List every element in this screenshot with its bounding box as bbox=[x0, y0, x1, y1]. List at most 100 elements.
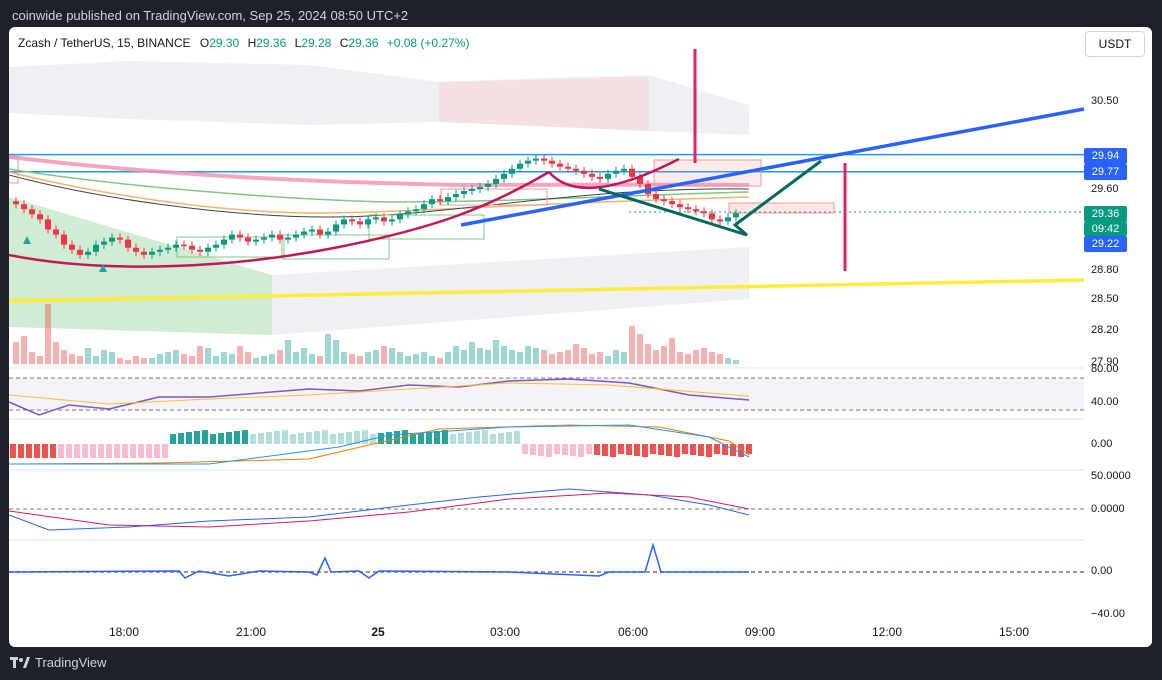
macd-histogram-bar bbox=[634, 444, 640, 456]
volume-bar bbox=[493, 340, 499, 364]
volume-bar bbox=[653, 350, 659, 364]
macd-histogram-bar bbox=[162, 444, 168, 458]
volume-bar bbox=[589, 354, 595, 364]
candle-body bbox=[101, 241, 107, 245]
volume-bar bbox=[637, 334, 643, 364]
macd-histogram-bar bbox=[650, 444, 656, 454]
volume-bar bbox=[421, 352, 427, 364]
candle-body bbox=[157, 249, 163, 252]
macd-histogram-bar bbox=[122, 444, 128, 458]
volume-bar bbox=[173, 350, 179, 364]
candle-body bbox=[205, 247, 211, 252]
macd-histogram-bar bbox=[170, 434, 176, 444]
macd-histogram-bar bbox=[458, 433, 464, 444]
candle-body bbox=[469, 189, 475, 192]
rsi-ma-line bbox=[9, 382, 750, 405]
momentum-axis-label: 0.00 bbox=[1091, 565, 1113, 577]
volume-bar bbox=[245, 352, 251, 364]
macd-histogram-bar bbox=[594, 444, 600, 455]
candle-body bbox=[733, 213, 739, 218]
macd-histogram-bar bbox=[354, 431, 360, 444]
supply-box bbox=[728, 202, 835, 214]
volume-bar bbox=[445, 352, 451, 364]
volume-bar bbox=[677, 352, 683, 364]
volume-bar bbox=[365, 352, 371, 364]
volume-bar bbox=[725, 358, 731, 364]
chart-canvas[interactable] bbox=[9, 27, 1152, 647]
volume-bar bbox=[501, 346, 507, 364]
volume-bar bbox=[485, 350, 491, 364]
volume-bar bbox=[669, 338, 675, 364]
macd-line bbox=[9, 424, 750, 465]
volume-bar bbox=[149, 358, 155, 364]
volume-bar bbox=[549, 354, 555, 364]
volume-bar bbox=[373, 350, 379, 364]
price-label: 30.50 bbox=[1091, 95, 1119, 107]
volume-bar bbox=[293, 352, 299, 364]
macd-histogram-bar bbox=[226, 432, 232, 444]
buy-signal-marker bbox=[23, 236, 31, 244]
macd-histogram-bar bbox=[130, 444, 136, 458]
change-value: +0.08 (+0.27%) bbox=[386, 36, 470, 50]
candle-body bbox=[365, 219, 371, 225]
volume-bar bbox=[613, 350, 619, 364]
macd-histogram-bar bbox=[42, 444, 48, 458]
pattern-lines bbox=[598, 159, 822, 237]
volume-bar bbox=[581, 348, 587, 364]
macd-histogram-bar bbox=[18, 444, 24, 458]
candle-body bbox=[37, 214, 43, 220]
high-label: H bbox=[247, 36, 257, 50]
volume-bar bbox=[77, 356, 83, 364]
candle-body bbox=[573, 168, 579, 171]
currency-button[interactable]: USDT bbox=[1085, 31, 1145, 57]
symbol-title[interactable]: Zcash / TetherUS, 15, BINANCE bbox=[18, 36, 191, 50]
volume-bar bbox=[309, 354, 315, 364]
candle-body bbox=[669, 201, 675, 205]
close-label: C bbox=[339, 36, 349, 50]
candle-body bbox=[261, 237, 267, 240]
macd-histogram-bar bbox=[90, 444, 96, 458]
chart-frame[interactable]: Zcash / TetherUS, 15, BINANCE O29.30 H29… bbox=[9, 27, 1152, 647]
macd-histogram-bar bbox=[586, 444, 592, 454]
momentum-line bbox=[9, 542, 749, 579]
volume-bar bbox=[533, 348, 539, 364]
candle-body bbox=[277, 234, 283, 240]
cup-arc bbox=[9, 170, 550, 268]
macd-histogram-bar bbox=[474, 431, 480, 444]
candle-body bbox=[517, 163, 523, 169]
macd-histogram-bar bbox=[146, 444, 152, 458]
candle-body bbox=[477, 186, 483, 189]
macd-histogram-bar bbox=[178, 433, 184, 444]
macd-histogram-bar bbox=[378, 433, 384, 444]
volume-bar bbox=[701, 348, 707, 364]
time-label: 18:00 bbox=[108, 625, 140, 639]
macd-axis-label: 0.00 bbox=[1091, 438, 1113, 450]
ma-line-dark bbox=[9, 174, 750, 218]
support-line bbox=[9, 278, 1085, 303]
macd-histogram-bar bbox=[50, 444, 56, 458]
volume-bar bbox=[237, 346, 243, 364]
macd-histogram-bar bbox=[290, 434, 296, 444]
macd-histogram-bar bbox=[210, 434, 216, 444]
osc-axis-label: 50.0000 bbox=[1091, 470, 1131, 482]
candle-body bbox=[389, 219, 395, 222]
price-label: 29.60 bbox=[1091, 183, 1119, 195]
candle-body bbox=[485, 183, 491, 187]
candle-body bbox=[69, 244, 75, 250]
candle-body bbox=[413, 209, 419, 212]
macd-histogram-bar bbox=[506, 432, 512, 444]
candle-body bbox=[221, 239, 227, 245]
volume-bar bbox=[93, 356, 99, 364]
volume-bar bbox=[477, 348, 483, 364]
volume-bar bbox=[717, 354, 723, 364]
candle-body bbox=[325, 231, 331, 235]
tradingview-logo-icon bbox=[10, 656, 30, 668]
tradingview-footer[interactable]: TradingView bbox=[10, 655, 107, 670]
price-label: 28.50 bbox=[1091, 293, 1119, 305]
volume-bar bbox=[381, 346, 387, 364]
demand-box bbox=[368, 214, 485, 240]
candle-body bbox=[301, 231, 307, 235]
volume-bar bbox=[733, 360, 739, 364]
macd-histogram-bar bbox=[306, 432, 312, 444]
macd-histogram-bar bbox=[66, 444, 72, 458]
